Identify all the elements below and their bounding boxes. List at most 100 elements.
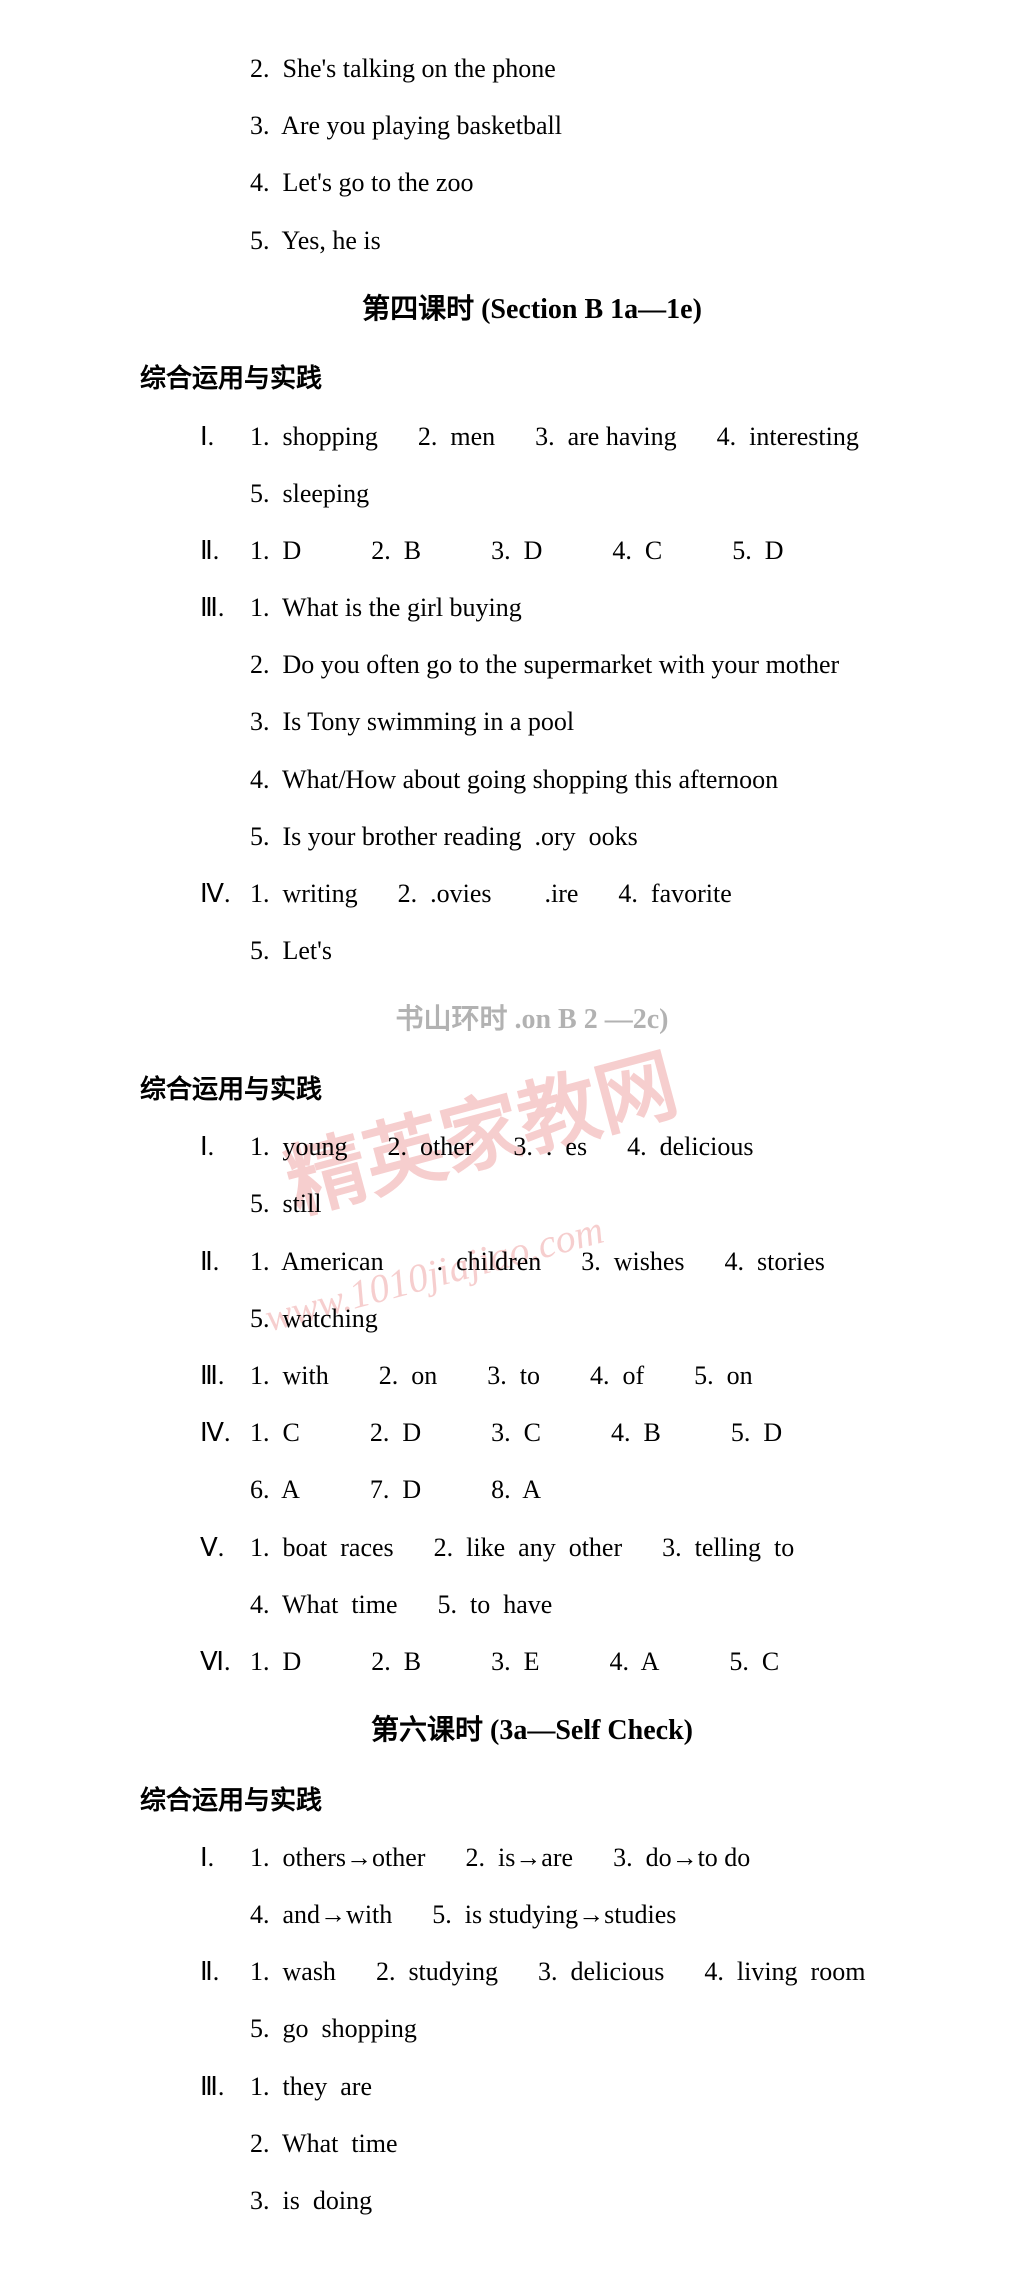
answer-item: 5. on — [694, 1347, 753, 1404]
answer-item: 4. living room — [704, 1943, 865, 2000]
section-heading: 综合运用与实践 — [140, 1061, 924, 1118]
answer-item: 5. Is your brother reading .ory ooks — [140, 808, 924, 865]
answer-item: 3. telling to — [662, 1519, 794, 1576]
exercise-row: 5. Let's — [140, 922, 924, 979]
answer-item: 1. C — [250, 1404, 300, 1461]
section-title: 书山环时 .on B 2 —2c) — [140, 989, 924, 1051]
answer-item: 5. still — [250, 1175, 322, 1232]
roman-label: Ⅰ. — [200, 1118, 250, 1175]
exercise-row: Ⅰ. 1. shopping 2. men 3. are having 4. i… — [140, 408, 924, 465]
answer-item: . children — [424, 1233, 542, 1290]
answer-item: 3. . es — [513, 1118, 587, 1175]
answer-item: 4. of — [590, 1347, 644, 1404]
exercise-row: 5. still — [140, 1175, 924, 1232]
answer-item: 4. A — [610, 1633, 660, 1690]
section-title: 第六课时 (3a—Self Check) — [140, 1700, 924, 1762]
answer-item: 4. B — [611, 1404, 661, 1461]
answer-item: 1. others→other — [250, 1829, 425, 1886]
answer-item: 1. with — [250, 1347, 329, 1404]
exercise-row: 4. What time 5. to have — [140, 1576, 924, 1633]
exercise-row: Ⅲ. 1. What is the girl buying — [140, 579, 924, 636]
answer-item: 6. A — [250, 1461, 300, 1518]
roman-label: Ⅱ. — [200, 1943, 250, 2000]
section-title: 第四课时 (Section B 1a—1e) — [140, 279, 924, 341]
answer-item: 2. like any other — [434, 1519, 622, 1576]
answer-item: 1. wash — [250, 1943, 336, 2000]
exercise-row: Ⅱ. 1. American . children 3. wishes 4. s… — [140, 1233, 924, 1290]
roman-label: Ⅱ. — [200, 1233, 250, 1290]
answer-item: 5. D — [731, 1404, 782, 1461]
exercise-row: Ⅳ. 1. writing 2. .ovies .ire 4. favorite — [140, 865, 924, 922]
list-item: 2. She's talking on the phone — [140, 40, 924, 97]
answer-item: 2. men — [418, 408, 495, 465]
answer-item: 2. .ovies — [398, 865, 492, 922]
answer-item: 1. young — [250, 1118, 348, 1175]
exercise-row: Ⅲ. 1. they are — [140, 2058, 924, 2115]
document-page: 2. She's talking on the phone 3. Are you… — [0, 0, 1024, 2289]
roman-label: Ⅳ. — [200, 1404, 250, 1461]
list-item: 3. Are you playing basketball — [140, 97, 924, 154]
roman-label: Ⅰ. — [200, 1829, 250, 1886]
list-item: 5. Yes, he is — [140, 212, 924, 269]
answer-item: 1. writing — [250, 865, 358, 922]
roman-label: Ⅲ. — [200, 579, 250, 636]
list-item: 4. Let's go to the zoo — [140, 154, 924, 211]
answer-item: 3. C — [491, 1404, 541, 1461]
answer-item: 4. interesting — [717, 408, 859, 465]
answer-item: 4. delicious — [627, 1118, 753, 1175]
answer-item: 5. watching — [250, 1290, 378, 1347]
answer-item: 4. What/How about going shopping this af… — [140, 751, 924, 808]
exercise-row: 6. A 7. D 8. A — [140, 1461, 924, 1518]
exercise-row: Ⅱ. 1. D 2. B 3. D 4. C 5. D — [140, 522, 924, 579]
exercise-row: Ⅰ. 1. others→other 2. is→are 3. do→to do — [140, 1829, 924, 1886]
answer-item: 3. wishes — [581, 1233, 684, 1290]
answer-item: 4. stories — [725, 1233, 825, 1290]
exercise-row: 5. go shopping — [140, 2000, 924, 2057]
exercise-row: 4. and→with 5. is studying→studies — [140, 1886, 924, 1943]
answer-item: 2. other — [388, 1118, 474, 1175]
answer-item: 4. and→with — [250, 1886, 392, 1943]
exercise-row: Ⅳ. 1. C 2. D 3. C 4. B 5. D — [140, 1404, 924, 1461]
answer-item: 5. C — [729, 1633, 779, 1690]
answer-item: 2. What time — [140, 2115, 924, 2172]
answer-item: 2. D — [370, 1404, 421, 1461]
exercise-row: Ⅰ. 1. young 2. other 3. . es 4. deliciou… — [140, 1118, 924, 1175]
roman-label: Ⅲ. — [200, 1347, 250, 1404]
exercise-row: Ⅴ. 1. boat races 2. like any other 3. te… — [140, 1519, 924, 1576]
roman-label: Ⅳ. — [200, 865, 250, 922]
answer-item: 2. is→are — [465, 1829, 573, 1886]
exercise-row: 5. sleeping — [140, 465, 924, 522]
answer-item: 5. go shopping — [250, 2000, 417, 2057]
answer-item: 5. Let's — [250, 922, 332, 979]
answer-item: 5. D — [732, 522, 783, 579]
answer-item: 3. delicious — [538, 1943, 664, 2000]
answer-item: 1. D — [250, 522, 301, 579]
answer-item: 2. B — [371, 1633, 421, 1690]
answer-item: 8. A — [491, 1461, 541, 1518]
answer-item: .ire — [532, 865, 579, 922]
answer-item: 3. is doing — [140, 2172, 924, 2229]
answer-item: 4. What time — [250, 1576, 398, 1633]
answer-item: 3. D — [491, 522, 542, 579]
answer-item: 1. American — [250, 1233, 384, 1290]
roman-label: Ⅴ. — [200, 1519, 250, 1576]
answer-item: 7. D — [370, 1461, 421, 1518]
answer-item: 5. sleeping — [250, 465, 369, 522]
exercise-row: 5. watching — [140, 1290, 924, 1347]
answer-item: 1. D — [250, 1633, 301, 1690]
exercise-row: Ⅱ. 1. wash 2. studying 3. delicious 4. l… — [140, 1943, 924, 2000]
answer-item: 1. What is the girl buying — [250, 579, 522, 636]
answer-item: 2. B — [371, 522, 421, 579]
answer-item: 1. boat races — [250, 1519, 394, 1576]
answer-item: 5. is studying→studies — [432, 1886, 676, 1943]
section-heading: 综合运用与实践 — [140, 1772, 924, 1829]
exercise-row: Ⅲ. 1. with 2. on 3. to 4. of 5. on — [140, 1347, 924, 1404]
answer-item: 5. to have — [438, 1576, 553, 1633]
section-heading: 综合运用与实践 — [140, 350, 924, 407]
answer-item: 3. to — [487, 1347, 540, 1404]
roman-label: Ⅰ. — [200, 408, 250, 465]
answer-item: 2. studying — [376, 1943, 498, 2000]
answer-item: 1. shopping — [250, 408, 378, 465]
answer-item: 2. on — [379, 1347, 438, 1404]
roman-label: Ⅱ. — [200, 522, 250, 579]
